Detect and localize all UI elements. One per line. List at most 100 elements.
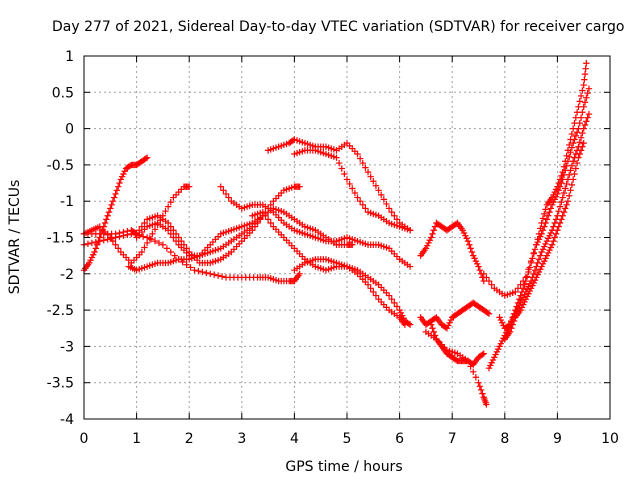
- data-point: [526, 264, 533, 271]
- y-tick-label: 0: [65, 122, 74, 138]
- data-point: [351, 189, 359, 197]
- data-point: [172, 237, 180, 245]
- data-point: [372, 182, 380, 189]
- data-point: [582, 65, 589, 72]
- data-point: [479, 351, 486, 358]
- data-point: [567, 187, 574, 194]
- data-point: [393, 216, 401, 223]
- data-point: [576, 150, 583, 158]
- data-point: [575, 154, 582, 161]
- data-point: [573, 159, 581, 167]
- data-point: [534, 259, 541, 267]
- data-point: [527, 259, 535, 267]
- data-point: [159, 241, 167, 248]
- data-point: [580, 81, 587, 89]
- data-point: [114, 183, 122, 190]
- data-point: [467, 363, 474, 370]
- data-point: [579, 109, 586, 116]
- data-point: [542, 219, 549, 227]
- data-point: [191, 266, 198, 274]
- data-point: [558, 216, 565, 223]
- data-point: [556, 219, 564, 227]
- data-point: [539, 227, 547, 234]
- data-point: [264, 216, 272, 223]
- y-tick-label: -1.5: [47, 231, 74, 247]
- data-point: [170, 234, 177, 241]
- data-point: [214, 272, 222, 279]
- data-point: [576, 139, 583, 146]
- data-point: [335, 159, 343, 167]
- data-point: [559, 194, 566, 201]
- series-track-g: [217, 183, 414, 270]
- data-point: [556, 203, 564, 210]
- data-point: [104, 212, 111, 219]
- data-point: [530, 250, 537, 258]
- data-point: [567, 167, 574, 174]
- data-point: [559, 212, 566, 219]
- data-point: [537, 252, 544, 259]
- data-point: [354, 194, 361, 201]
- data-point: [560, 208, 568, 216]
- data-point: [401, 321, 409, 328]
- data-point: [220, 187, 227, 194]
- data-point: [568, 181, 576, 189]
- y-tick-label: -2: [60, 267, 74, 283]
- data-point: [112, 230, 119, 238]
- data-point: [92, 245, 100, 252]
- data-point: [572, 165, 580, 172]
- series-track-s: [501, 139, 587, 343]
- data-point: [349, 241, 356, 248]
- data-point: [464, 237, 472, 245]
- data-point: [105, 208, 113, 216]
- data-point: [406, 263, 414, 270]
- data-point: [529, 255, 536, 262]
- data-point: [116, 179, 123, 187]
- data-point: [222, 190, 230, 198]
- data-point: [567, 148, 574, 156]
- data-point: [187, 264, 194, 271]
- data-point: [430, 227, 437, 234]
- data-point: [583, 60, 590, 67]
- data-point: [581, 76, 588, 83]
- x-tick-label: 10: [601, 431, 619, 447]
- data-point: [84, 240, 92, 248]
- x-tick-label: 3: [237, 431, 246, 447]
- data-point: [383, 200, 390, 208]
- data-point: [406, 227, 414, 234]
- data-point: [563, 180, 570, 188]
- x-axis-label: GPS time / hours: [285, 459, 402, 475]
- data-point: [554, 227, 561, 234]
- data-point: [385, 205, 393, 212]
- data-point: [585, 85, 593, 92]
- data-point: [569, 158, 577, 165]
- data-point: [104, 236, 111, 243]
- data-point: [141, 244, 148, 251]
- data-point: [429, 230, 436, 238]
- data-point: [218, 273, 226, 280]
- data-point: [341, 170, 348, 178]
- data-point: [577, 92, 585, 100]
- data-point: [199, 268, 206, 276]
- data-point: [563, 201, 570, 209]
- data-point: [564, 198, 572, 205]
- data-point: [579, 87, 586, 94]
- data-point: [267, 219, 274, 227]
- data-point: [580, 103, 587, 111]
- data-point: [580, 125, 587, 132]
- data-point: [91, 248, 98, 256]
- data-point: [167, 248, 174, 256]
- plot-frame: [83, 55, 611, 420]
- x-tick-label: 1: [132, 431, 141, 447]
- data-point: [349, 185, 356, 192]
- data-point: [580, 139, 587, 147]
- data-point: [151, 237, 159, 245]
- data-point: [470, 368, 477, 376]
- data-point: [506, 328, 514, 336]
- axis-ticks: 0 1 2 3 4 5 6 7 8 9 10 1 0.5 0 -0.5 -1 -1.5 -2 -2.5 -3 -3.5 -…: [47, 49, 619, 447]
- data-point: [88, 239, 96, 247]
- data-point: [96, 237, 103, 245]
- x-tick-label: 7: [448, 431, 457, 447]
- data-point: [472, 374, 480, 381]
- data-point: [508, 325, 515, 332]
- data-point: [583, 118, 590, 125]
